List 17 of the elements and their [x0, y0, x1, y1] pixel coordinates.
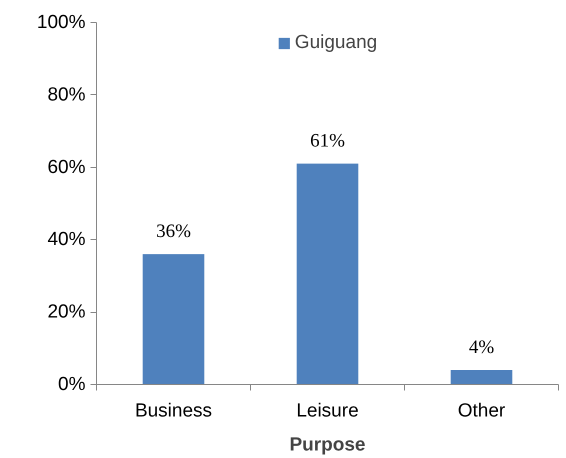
- x-tick-label: Other: [458, 400, 506, 422]
- x-tick-label: Business: [134, 400, 212, 422]
- text: 4%: [468, 337, 494, 358]
- bar: [296, 164, 358, 384]
- bar: [450, 370, 512, 384]
- y-tick-label: 80%: [47, 84, 86, 106]
- text: 61%: [310, 130, 345, 152]
- y-tick-label: 60%: [47, 156, 86, 178]
- legend-label: Guiguang: [294, 32, 378, 54]
- x-tick-label: Leisure: [296, 400, 359, 422]
- text: 36%: [156, 221, 191, 242]
- bar: [142, 254, 204, 384]
- y-tick-label: 0%: [58, 374, 86, 395]
- y-tick-label: 100%: [36, 12, 86, 33]
- x-axis-title: Purpose: [289, 434, 366, 456]
- y-tick-label: 40%: [47, 229, 86, 250]
- y-tick-label: 20%: [47, 302, 86, 323]
